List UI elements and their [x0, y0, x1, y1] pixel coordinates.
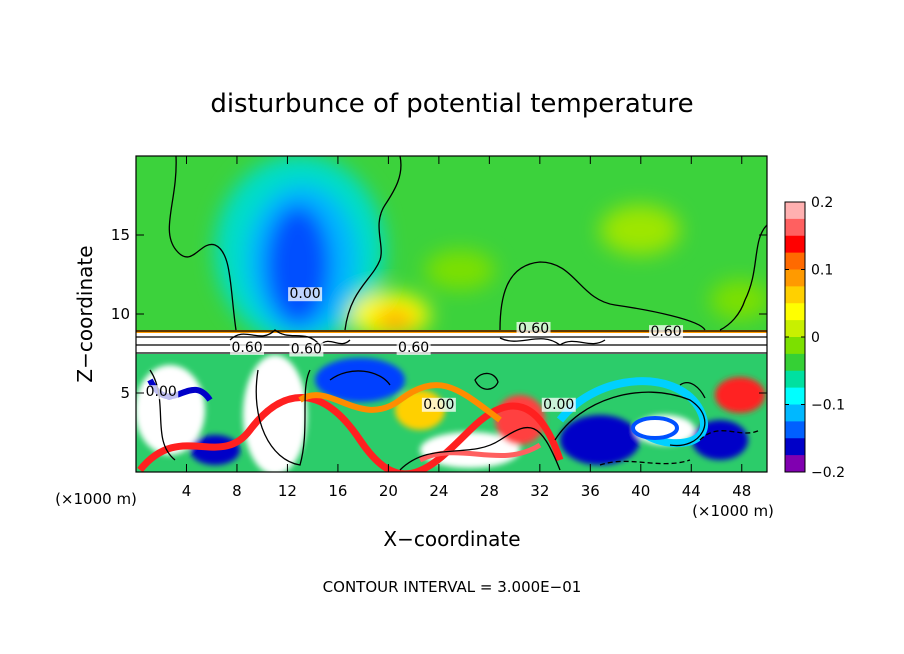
x-tick-label: 4 — [182, 482, 192, 500]
colorbar-tick-label: −0.2 — [811, 465, 845, 481]
colorbar-swatch — [785, 337, 805, 355]
mild-patch-1 — [600, 205, 680, 255]
colorbar-tick-label: −0.1 — [811, 398, 845, 414]
contour-label-halo — [541, 397, 576, 412]
contour-label: 0.00 — [146, 384, 177, 400]
contour-label-halo — [516, 321, 551, 336]
contour-bl-1 — [149, 369, 176, 461]
x-tick-label: 44 — [682, 482, 701, 500]
contour-label-halo — [289, 342, 324, 357]
contour-labels: 0.00 0.60 0.60 0.60 0.60 0.60 0.00 0.00 0.00 — [144, 286, 684, 413]
contour-label-halo — [396, 340, 431, 355]
contour-label: 0.00 — [290, 286, 321, 302]
colorbar-swatch — [785, 320, 805, 338]
colorbar-swatch — [785, 303, 805, 321]
contour-zero-left — [168, 156, 237, 331]
warm-patch-core — [375, 310, 415, 330]
contour-label-halo — [649, 325, 684, 340]
x-tick-label: 32 — [530, 482, 549, 500]
x-tick-label: 12 — [278, 482, 297, 500]
contour-label: 0.60 — [398, 340, 429, 356]
x-tick-label: 28 — [480, 482, 499, 500]
y-tick-label: 15 — [111, 226, 130, 244]
x-tick-label: 20 — [379, 482, 398, 500]
colorbar-ticks: 0.2 0.1 0 −0.1 −0.2 — [785, 195, 845, 481]
contour-interval-note: CONTOUR INTERVAL = 3.000E−01 — [323, 578, 582, 596]
contour-bl-3 — [399, 426, 561, 471]
mild-patch-2 — [425, 250, 495, 290]
contour-label-halo — [144, 385, 179, 400]
colorbar-swatch — [785, 252, 805, 270]
y-tick-label: 10 — [111, 305, 130, 323]
contour-label: 0.00 — [423, 397, 454, 413]
x-tick-label: 16 — [328, 482, 347, 500]
x-unit-left: (×1000 m) — [55, 490, 137, 508]
contour-zero-right — [499, 261, 706, 331]
colorbar-swatch — [785, 387, 805, 405]
x-tick-label: 24 — [429, 482, 448, 500]
boundary-layer — [136, 354, 767, 472]
colorbar-swatch — [785, 353, 805, 372]
colorbar-swatch — [785, 286, 805, 304]
contour-zero-center — [344, 156, 402, 331]
contour-wave-1 — [229, 329, 351, 346]
contour-label: 0.60 — [650, 324, 681, 340]
contour-zero-edge — [719, 224, 767, 331]
y-axis-label: Z−coordinate — [73, 245, 97, 382]
mild-patch-3 — [710, 280, 767, 320]
chart-title: disturbunce of potential temperature — [210, 89, 693, 119]
contour-bl-4 — [554, 391, 706, 447]
contour-bl-6 — [474, 372, 499, 390]
cool-plume-core — [266, 205, 330, 325]
y-axis: 5 10 15 — [111, 226, 767, 402]
colorbar-swatch — [785, 370, 805, 389]
contour-wave-2 — [499, 337, 606, 346]
colorbar-swatch — [785, 438, 805, 456]
colorbar-swatch — [785, 455, 805, 473]
contour-label: 0.60 — [231, 340, 262, 356]
colorbar-swatch — [785, 202, 805, 220]
colorbar-swatch — [785, 269, 805, 287]
contour-label-halo — [421, 397, 456, 412]
colorbar-swatch — [785, 404, 805, 422]
contour-bl-neg — [699, 429, 761, 441]
colorbar-swatch — [785, 235, 805, 254]
contour-label: 0.60 — [518, 321, 549, 337]
colorbar-swatch — [785, 218, 805, 237]
contour-bl-neg-2 — [599, 459, 691, 466]
x-axis: 4 8 12 16 20 24 28 32 36 40 44 48 — [182, 156, 751, 500]
colorbar — [785, 202, 805, 473]
colorbar-swatch — [785, 421, 805, 439]
upper-field — [215, 156, 767, 345]
y-tick-label: 5 — [120, 384, 130, 402]
x-tick-label: 48 — [732, 482, 751, 500]
x-axis-label: X−coordinate — [383, 527, 520, 551]
contour-bl-5 — [329, 370, 391, 386]
colorbar-tick-label: 0 — [811, 330, 820, 346]
x-tick-label: 36 — [581, 482, 600, 500]
contour-label-halo — [288, 287, 323, 302]
x-unit-right: (×1000 m) — [692, 502, 774, 520]
contour-label: 0.60 — [291, 342, 322, 358]
x-tick-label: 40 — [631, 482, 650, 500]
contour-bl-2 — [255, 369, 311, 466]
contour-bl-7 — [679, 382, 706, 399]
x-tick-label: 8 — [232, 482, 242, 500]
contour-label-halo — [230, 340, 265, 355]
contour-label: 0.00 — [543, 397, 574, 413]
plot-area: 0.00 0.60 0.60 0.60 0.60 0.60 0.00 0.00 0.00 — [136, 156, 767, 472]
colorbar-tick-label: 0.2 — [811, 195, 833, 211]
colorbar-tick-label: 0.1 — [811, 263, 833, 279]
